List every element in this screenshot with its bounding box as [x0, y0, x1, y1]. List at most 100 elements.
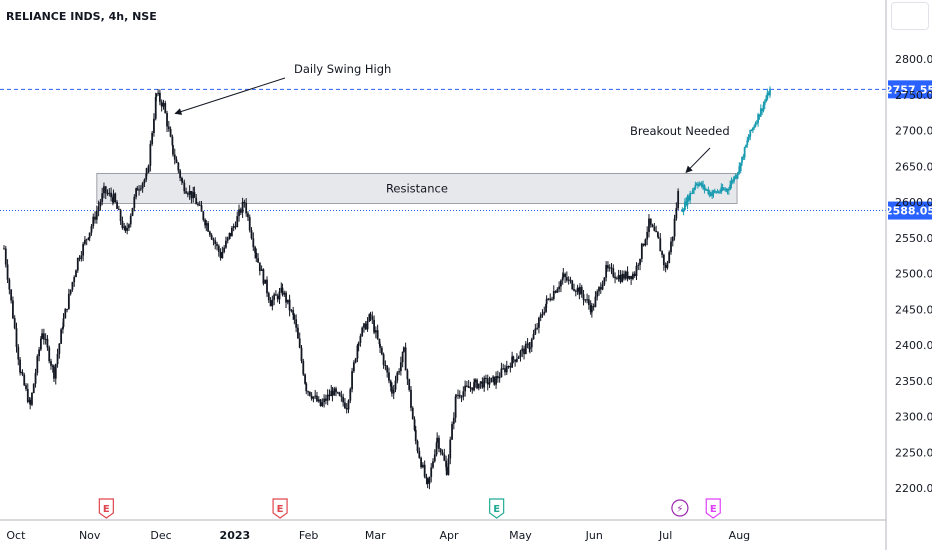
candle [626, 271, 629, 279]
candle [324, 398, 327, 401]
candle [87, 237, 90, 240]
projected-candle [707, 189, 710, 194]
candle [549, 298, 552, 300]
candle [502, 368, 505, 370]
candle [467, 385, 470, 388]
candle [379, 344, 381, 348]
candle [671, 236, 674, 242]
projected-candle [682, 210, 685, 212]
candle [214, 240, 217, 244]
candle [236, 216, 239, 227]
candle [69, 289, 72, 294]
projected-candle [755, 122, 758, 124]
candle [164, 103, 167, 114]
candle [76, 257, 79, 271]
candle [603, 277, 606, 285]
chart-settings-button[interactable] [891, 2, 929, 30]
candle [562, 273, 565, 278]
projection-layer [681, 86, 771, 216]
candle [560, 280, 562, 287]
candle [354, 358, 357, 363]
projected-candle [698, 184, 701, 186]
candle [181, 181, 184, 183]
candle [517, 356, 520, 359]
y-tick-label: 2800.00 [895, 53, 932, 66]
candle [73, 277, 76, 283]
candle [351, 371, 353, 390]
projected-candle [748, 136, 750, 138]
candle [179, 170, 182, 178]
candle [368, 314, 371, 321]
candle [580, 287, 583, 295]
projected-candle [684, 201, 686, 211]
candle [564, 273, 566, 278]
candle [376, 330, 379, 339]
candle [356, 345, 359, 359]
y-tick-label: 2200.00 [895, 482, 932, 495]
candle [75, 270, 77, 278]
candle [529, 347, 531, 350]
candle [128, 224, 130, 229]
y-tick-label: 2650.00 [895, 160, 932, 173]
candle [66, 308, 68, 310]
flash-event-icon [671, 499, 689, 517]
candle [418, 451, 421, 458]
candle [283, 292, 286, 295]
candle [519, 351, 522, 357]
candle [457, 394, 459, 396]
candles-layer [3, 89, 680, 490]
candle [317, 399, 320, 402]
projected-candle [689, 193, 692, 201]
candle [594, 296, 597, 307]
candle [411, 407, 414, 420]
candle [8, 279, 11, 290]
candle [551, 298, 553, 300]
candle [267, 293, 270, 301]
candle [85, 239, 88, 241]
candle [488, 382, 491, 385]
candle [48, 347, 51, 362]
candle [612, 268, 615, 277]
candle [333, 388, 336, 396]
candle [344, 402, 346, 409]
candle [316, 395, 318, 402]
projected-candle [729, 184, 732, 190]
candle [547, 298, 550, 300]
candle [181, 177, 183, 182]
candle [17, 346, 20, 360]
level-lines-layer: 2757.55 2588.05 [0, 80, 932, 220]
candle [39, 338, 42, 350]
candle [567, 279, 570, 281]
candle [398, 371, 400, 373]
candle [439, 448, 442, 453]
projected-candle [706, 189, 708, 191]
candle [331, 390, 334, 396]
x-tick-label: Aug [729, 529, 750, 542]
candle [326, 394, 329, 401]
candle [389, 380, 392, 387]
candle [278, 291, 281, 300]
y-tick-label: 2300.00 [895, 411, 932, 424]
y-tick-label: 2600.00 [895, 196, 932, 209]
candle [139, 188, 142, 190]
candle [21, 371, 24, 375]
projected-candle [699, 182, 702, 185]
candle [173, 154, 176, 160]
candle [19, 359, 21, 373]
candle [382, 354, 385, 366]
candle [586, 299, 588, 301]
candle [596, 291, 599, 297]
candle [195, 197, 198, 205]
candle [384, 365, 387, 367]
candle [84, 239, 86, 244]
projected-candle [766, 92, 769, 99]
projected-candle [754, 123, 757, 127]
candle [328, 394, 331, 397]
candle [210, 235, 213, 240]
candle [129, 215, 132, 225]
candle [157, 92, 160, 94]
candle [307, 391, 309, 393]
candle [258, 262, 261, 271]
candle [230, 227, 233, 237]
